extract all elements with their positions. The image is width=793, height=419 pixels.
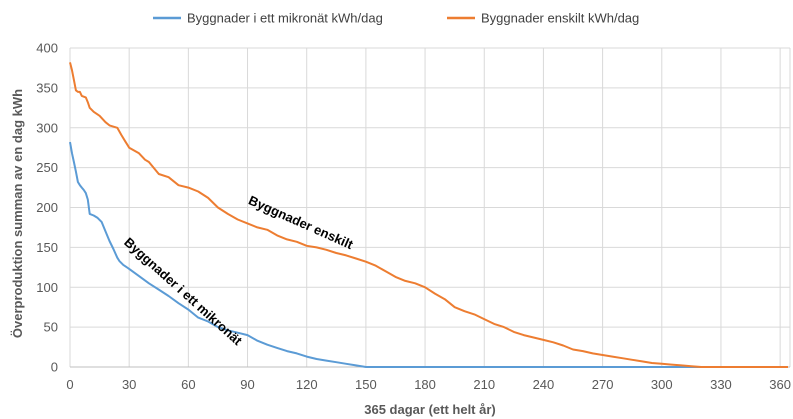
legend-label-2: Byggnader enskilt kWh/dag [481, 11, 639, 26]
x-tick-label: 60 [181, 377, 195, 392]
x-tick-label: 330 [710, 377, 732, 392]
x-tick-label: 180 [414, 377, 436, 392]
x-tick-label: 30 [122, 377, 136, 392]
y-tick-label: 250 [36, 160, 58, 175]
curve-annotation-2: Byggnader i ett mikronät [121, 234, 245, 348]
x-tick-label: 240 [533, 377, 555, 392]
y-tick-label: 100 [36, 280, 58, 295]
x-tick-label: 210 [473, 377, 495, 392]
y-tick-label: 350 [36, 80, 58, 95]
x-tick-label: 90 [240, 377, 254, 392]
x-tick-label: 270 [592, 377, 614, 392]
y-axis-title: Överproduktion summan av en dag kWh [10, 89, 25, 338]
series-lines [69, 62, 788, 368]
grid [69, 47, 791, 368]
y-tick-label: 400 [36, 41, 58, 56]
legend: Byggnader i ett mikronät kWh/dag Byggnade… [153, 11, 639, 26]
axes: 0 50 100 150 200 250 300 350 400 0 30 60 90 120 150 180… [36, 41, 791, 393]
y-tick-label: 50 [44, 320, 58, 335]
y-tick-label: 200 [36, 200, 58, 215]
y-tick-label: 150 [36, 240, 58, 255]
series-line-1 [69, 141, 788, 368]
x-tick-label: 300 [651, 377, 673, 392]
series-line-2 [69, 62, 788, 368]
x-tick-label: 150 [355, 377, 377, 392]
x-tick-label: 0 [66, 377, 73, 392]
y-tick-label: 0 [51, 360, 58, 375]
x-tick-label: 120 [296, 377, 318, 392]
x-axis-title: 365 dagar (ett helt år) [364, 402, 496, 417]
y-tick-label: 300 [36, 120, 58, 135]
legend-label-1: Byggnader i ett mikronät kWh/dag [187, 11, 383, 26]
x-tick-label: 360 [769, 377, 791, 392]
